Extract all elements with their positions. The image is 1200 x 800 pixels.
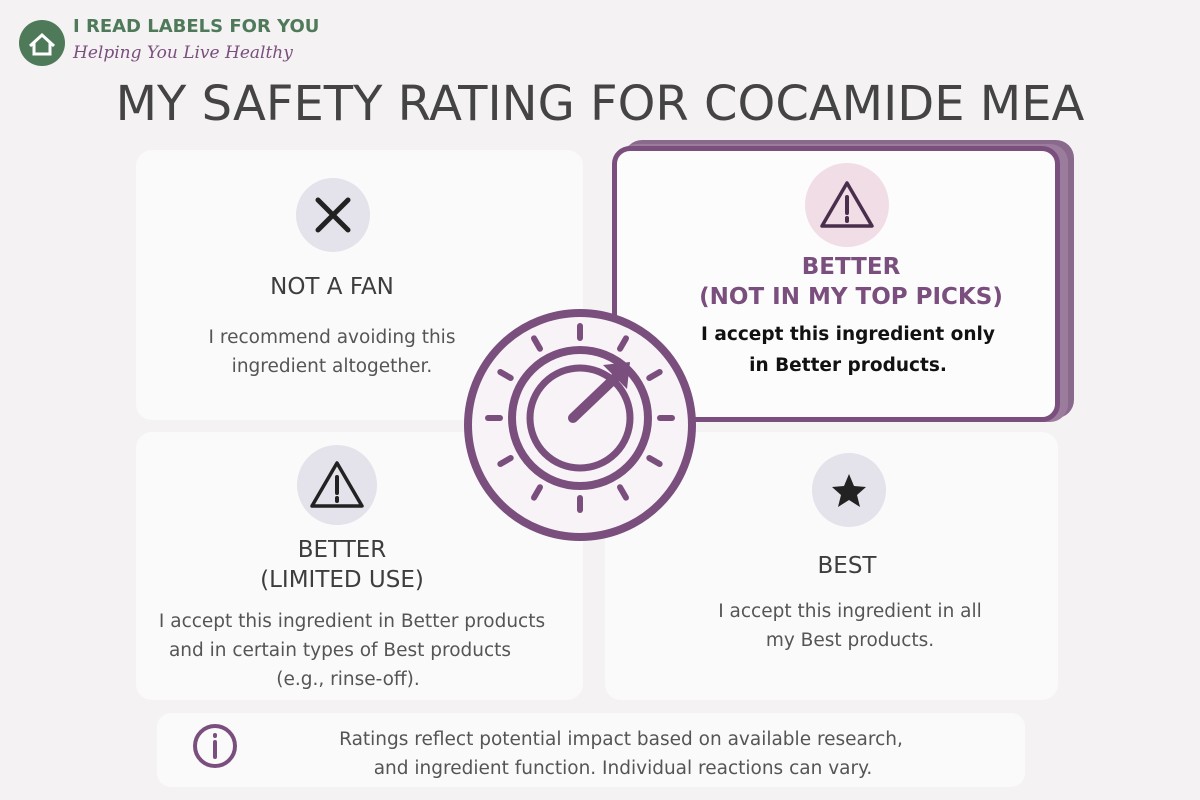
dial-tick (531, 484, 543, 501)
card-text: I recommend avoiding this (208, 327, 456, 348)
icon-star (832, 474, 866, 507)
dial-tick (497, 455, 514, 467)
note-box (157, 713, 1025, 787)
card-title: (LIMITED USE) (260, 567, 424, 593)
note-text: and ingredient function. Individual reac… (373, 758, 873, 779)
brand-name: I READ LABELS FOR YOU (73, 16, 320, 37)
icon-warning (310, 461, 364, 508)
card-text: I accept this ingredient in Better produ… (158, 611, 546, 632)
logo-icon (19, 20, 65, 66)
card-text: I accept this ingredient in all (718, 601, 982, 622)
logo-house (28, 32, 56, 56)
card-title: (NOT IN MY TOP PICKS) (699, 284, 1003, 310)
card-text: I accept this ingredient only (701, 324, 995, 345)
card-title: BETTER (297, 537, 387, 563)
page-title: MY SAFETY RATING FOR COCAMIDE MEA (115, 76, 1085, 132)
dial (464, 309, 696, 541)
brand-tagline: Helping You Live Healthy (73, 43, 293, 63)
card-text: and in certain types of Best products (168, 640, 512, 661)
note-text: Ratings reflect potential impact based o… (339, 729, 903, 750)
dial-tick (617, 484, 629, 501)
card-title: NOT A FAN (270, 274, 394, 300)
dial-tick (646, 369, 663, 381)
card-text: (e.g., rinse-off). (276, 669, 420, 690)
dial-tick (497, 369, 514, 381)
dial-tick (646, 455, 663, 467)
card-title: BEST (817, 553, 877, 579)
card-text: in Better products. (749, 355, 947, 376)
icon-x (315, 197, 351, 233)
icon-warning (820, 181, 874, 228)
card-title: BETTER (801, 254, 901, 280)
dial-tick (617, 335, 629, 352)
card-text: ingredient altogether. (231, 356, 433, 377)
card-text: my Best products. (765, 630, 935, 651)
info-icon (193, 724, 237, 768)
dial-tick (531, 335, 543, 352)
